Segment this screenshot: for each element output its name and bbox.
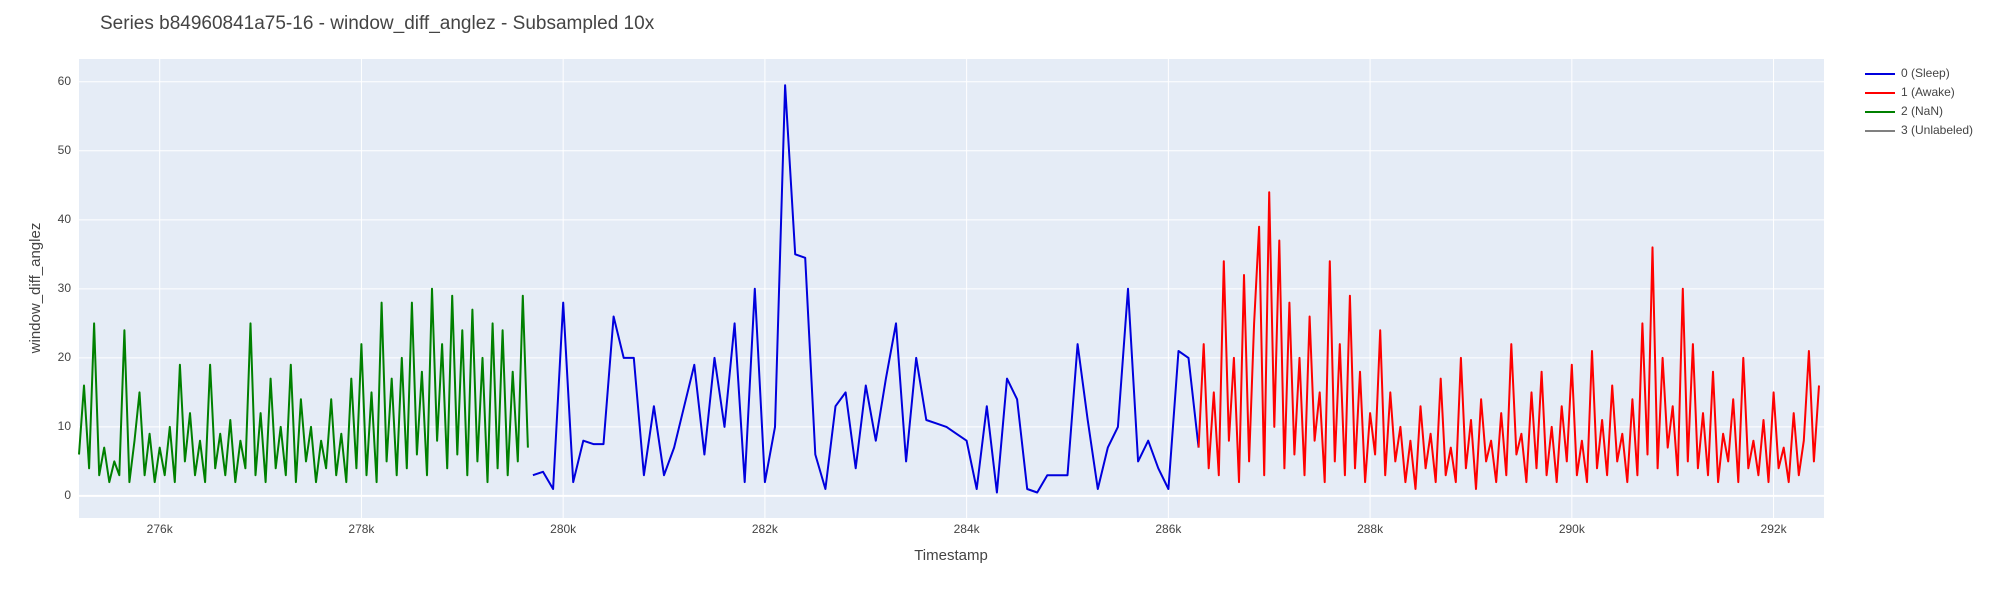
y-tick-label: 0 <box>64 488 71 502</box>
x-tick-label: 292k <box>1761 522 1788 536</box>
x-tick-label: 282k <box>752 522 779 536</box>
y-tick-label: 50 <box>58 143 72 157</box>
y-tick-label: 40 <box>58 212 72 226</box>
x-tick-label: 278k <box>348 522 375 536</box>
legend-label: 1 (Awake) <box>1901 85 1955 99</box>
y-tick-label: 20 <box>58 350 72 364</box>
y-tick-label: 60 <box>58 74 72 88</box>
x-tick-label: 280k <box>550 522 577 536</box>
legend-label: 2 (NaN) <box>1901 104 1943 118</box>
series-line <box>532 84 1200 494</box>
chart-title: Series b84960841a75-16 - window_diff_ang… <box>100 13 655 34</box>
y-axis-title: window_diff_anglez <box>27 223 44 355</box>
y-tick-label: 10 <box>58 419 72 433</box>
y-tick-label: 30 <box>58 281 72 295</box>
series-line <box>78 287 529 484</box>
x-tick-label: 284k <box>954 522 981 536</box>
series-line <box>1197 191 1820 490</box>
x-tick-label: 286k <box>1155 522 1182 536</box>
legend-label: 3 (Unlabeled) <box>1901 123 1973 137</box>
x-tick-label: 276k <box>147 522 174 536</box>
legend-label: 0 (Sleep) <box>1901 66 1950 80</box>
x-axis-title: Timestamp <box>914 547 988 564</box>
x-tick-label: 288k <box>1357 522 1384 536</box>
x-tick-label: 290k <box>1559 522 1586 536</box>
